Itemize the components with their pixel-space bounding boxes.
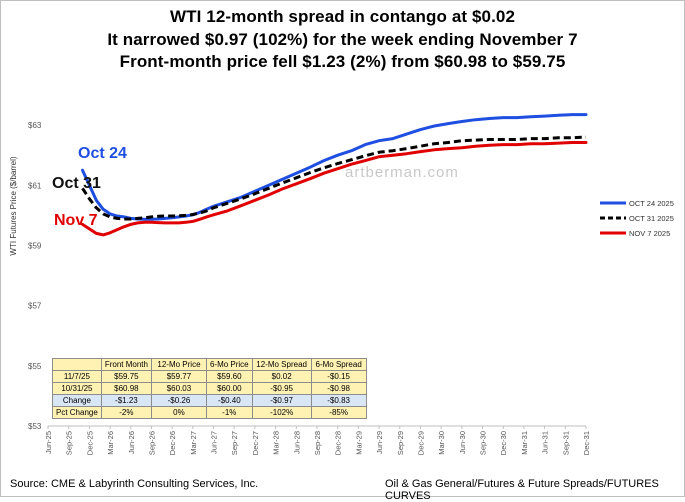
table-cell: 10/31/25 <box>52 382 102 395</box>
chart-title-line3: Front-month price fell $1.23 (2%) from $… <box>119 52 566 71</box>
x-tick-label: Sep-27 <box>230 431 239 455</box>
table-row: 10/31/25 $60.98 $60.03 $60.00 -$0.95 -$0… <box>52 382 367 395</box>
x-tick-label: Jun-29 <box>375 431 384 454</box>
y-tick-label: $57 <box>28 302 42 311</box>
table-header-cell: 12-Mo Price <box>150 358 207 371</box>
table-cell: $0.02 <box>251 370 312 383</box>
y-tick-label: $55 <box>28 362 42 371</box>
chart-title-line2: It narrowed $0.97 (102%) for the week en… <box>107 30 578 49</box>
table-cell: Pct Change <box>52 406 102 419</box>
x-tick-label: Dec-27 <box>251 431 260 455</box>
table-cell: -$0.95 <box>251 382 312 395</box>
x-tick-label: Mar-31 <box>520 431 529 455</box>
table-cell: 0% <box>150 406 207 419</box>
stats-table: Front Month 12-Mo Price 6-Mo Price 12-Mo… <box>52 358 367 419</box>
y-tick-label: $53 <box>28 422 42 431</box>
table-cell: $60.98 <box>100 382 152 395</box>
source-note: Source: CME & Labyrinth Consulting Servi… <box>10 478 259 490</box>
table-cell: $59.75 <box>100 370 152 383</box>
table-cell: 11/7/25 <box>52 370 102 383</box>
x-tick-label: Sep-30 <box>479 431 488 455</box>
legend-label: OCT 24 2025 <box>629 199 674 208</box>
x-tick-label: Dec-26 <box>168 431 177 455</box>
x-tick-label: Jun-31 <box>541 431 550 454</box>
file-path-note: Oil & Gas General/Futures & Future Sprea… <box>385 478 659 502</box>
table-header-cell: 6-Mo Price <box>205 358 253 371</box>
callout-label: Nov 7 <box>54 212 98 229</box>
x-tick-label: Dec-29 <box>416 431 425 455</box>
x-tick-label: Dec-31 <box>582 431 591 455</box>
table-header-cell: 12-Mo Spread <box>251 358 312 371</box>
table-header-row: Front Month 12-Mo Price 6-Mo Price 12-Mo… <box>52 358 367 371</box>
table-cell: -$0.98 <box>310 382 367 395</box>
x-tick-label: Jun-30 <box>458 431 467 454</box>
table-header-cell <box>52 358 102 371</box>
x-tick-label: Sep-29 <box>396 431 405 455</box>
x-tick-label: Jun-26 <box>127 431 136 454</box>
y-tick-label: $63 <box>28 121 42 130</box>
table-header-cell: 6-Mo Spread <box>310 358 367 371</box>
y-tick-label: $61 <box>28 181 42 190</box>
legend-label: OCT 31 2025 <box>629 214 674 223</box>
table-header-cell: Front Month <box>100 358 152 371</box>
x-tick-label: Jun-25 <box>44 431 53 454</box>
series-line-oct-24 <box>81 113 588 221</box>
table-cell: $59.77 <box>150 370 207 383</box>
table-cell: Change <box>52 394 102 407</box>
x-tick-label: Mar-29 <box>354 431 363 455</box>
callout-label: Oct 31 <box>52 175 101 192</box>
table-cell: -85% <box>310 406 367 419</box>
x-tick-label: Mar-27 <box>189 431 198 455</box>
table-cell: -$1.23 <box>100 394 152 407</box>
table-cell: -102% <box>251 406 312 419</box>
x-tick-label: Mar-30 <box>437 431 446 455</box>
table-cell: $60.00 <box>205 382 253 395</box>
legend-label: NOV 7 2025 <box>629 229 670 238</box>
x-tick-label: Dec-28 <box>334 431 343 455</box>
series-line-oct-31 <box>81 135 587 221</box>
watermark: artberman.com <box>345 164 459 181</box>
table-row: 11/7/25 $59.75 $59.77 $59.60 $0.02 -$0.1… <box>52 370 367 383</box>
table-cell: $59.60 <box>205 370 253 383</box>
x-tick-label: Dec-30 <box>499 431 508 455</box>
x-tick-label: Jun-27 <box>210 431 219 454</box>
chart-title-line1: WTI 12-month spread in contango at $0.02 <box>170 7 515 26</box>
table-row: Pct Change -2% 0% -1% -102% -85% <box>52 406 367 419</box>
x-tick-label: Mar-28 <box>272 431 281 455</box>
x-tick-label: Jun-28 <box>292 431 301 454</box>
callout-label: Oct 24 <box>78 145 127 162</box>
x-tick-label: Sep-31 <box>561 431 570 455</box>
table-cell: -2% <box>100 406 152 419</box>
table-cell: -$0.97 <box>251 394 312 407</box>
x-tick-label: Mar-26 <box>106 431 115 455</box>
table-row: Change -$1.23 -$0.26 -$0.40 -$0.97 -$0.8… <box>52 394 367 407</box>
table-cell: -$0.26 <box>150 394 207 407</box>
x-tick-label: Dec-25 <box>85 431 94 455</box>
y-axis-label: WTI Futures Price ($/barrel) <box>9 156 18 255</box>
table-cell: $60.03 <box>150 382 207 395</box>
series-line-nov-7 <box>81 141 588 237</box>
table-cell: -$0.40 <box>205 394 253 407</box>
x-tick-label: Sep-25 <box>65 431 74 455</box>
table-cell: -1% <box>205 406 253 419</box>
x-tick-label: Sep-26 <box>147 431 156 455</box>
table-cell: -$0.83 <box>310 394 367 407</box>
table-cell: -$0.15 <box>310 370 367 383</box>
x-tick-label: Sep-28 <box>313 431 322 455</box>
y-tick-label: $59 <box>28 241 42 250</box>
